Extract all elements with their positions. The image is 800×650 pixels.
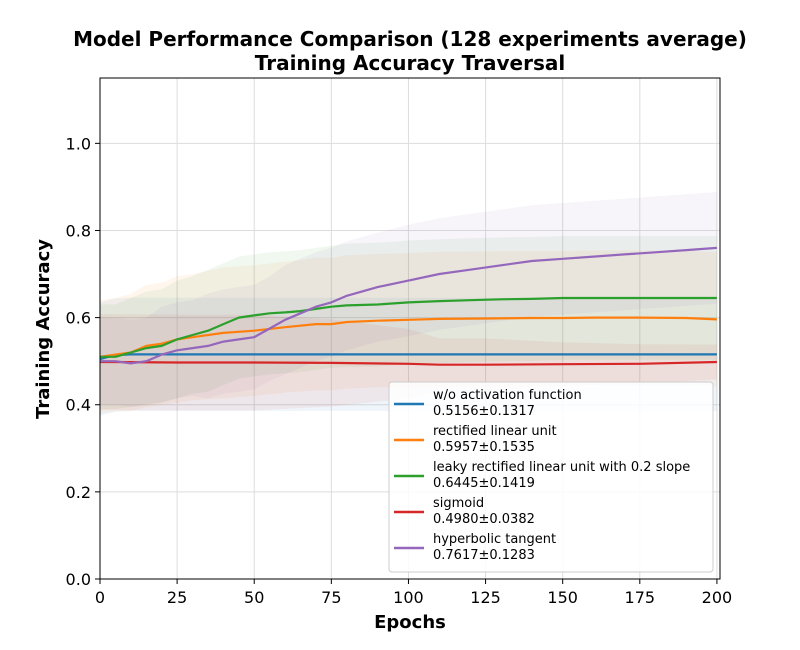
legend-value-1: 0.5957±0.1535 [433,440,535,455]
y-tick-label: 0.6 [66,309,91,328]
legend-box [388,381,714,573]
chart-title: Model Performance Comparison (128 experi… [73,27,747,51]
series-band-1 [100,250,717,414]
axis-ticks: 0 25 50 75 100 125 150 175 200 0.0 0.2 0.4 0.6 0.8 1.0 [66,134,733,607]
series-line-2 [100,296,717,358]
legend-label-4: hyperbolic tangent [433,532,556,547]
series-band-2 [100,236,717,410]
x-tick-label: 200 [702,588,733,607]
x-tick-label: 175 [625,588,656,607]
y-tick-label: 0.0 [66,570,91,589]
y-axis-label: Training Accuracy [33,239,54,419]
x-axis-label: Epochs [374,612,446,633]
x-tick-label: 150 [547,588,578,607]
series-line-1 [99,316,717,358]
legend-label-3: sigmoid [433,496,484,511]
legend-value-4: 0.7617±0.1283 [433,548,535,563]
legend-label-2: leaky rectified linear unit with 0.2 slo… [433,460,690,475]
legend-label-1: rectified linear unit [433,424,557,439]
x-tick-label: 100 [393,588,424,607]
legend-label-0: w/o activation function [433,388,582,403]
plot-frame [99,77,721,580]
y-tick-label: 0.2 [66,483,91,502]
x-tick-label: 50 [244,588,264,607]
series-line-3 [100,360,717,366]
x-tick-label: 0 [95,588,105,607]
x-tick-label: 25 [167,588,187,607]
legend-value-2: 0.6445±0.1419 [433,476,535,491]
series-lines [99,246,717,366]
y-tick-label: 1.0 [66,134,91,153]
chart-subtitle: Training Accuracy Traversal [255,51,565,75]
y-tick-label: 0.4 [66,396,91,415]
legend-value-3: 0.4980±0.0382 [433,512,535,527]
legend-value-0: 0.5156±0.1317 [433,404,535,419]
x-tick-label: 125 [470,588,501,607]
y-tick-label: 0.8 [66,221,91,240]
series-band-4 [100,192,717,407]
series-line-4 [100,246,717,365]
x-tick-label: 75 [321,588,341,607]
